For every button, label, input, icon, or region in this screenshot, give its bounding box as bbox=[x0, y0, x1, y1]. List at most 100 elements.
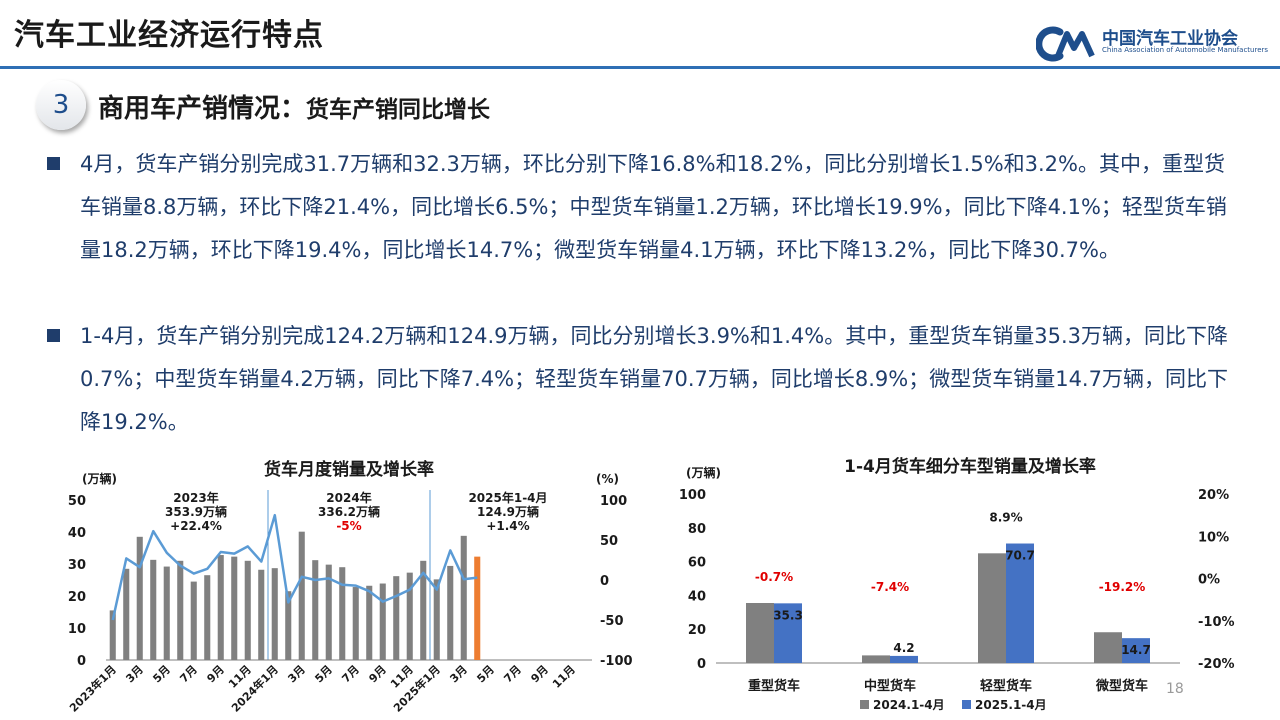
y-tick-label: 20 bbox=[68, 590, 86, 605]
bar-monthly-sales bbox=[285, 591, 292, 660]
bar-monthly-sales bbox=[204, 575, 211, 660]
y-tick-label: 40 bbox=[68, 526, 86, 541]
bar-monthly-sales bbox=[163, 566, 170, 660]
y-tick-label: 10 bbox=[68, 622, 86, 637]
bar-monthly-sales bbox=[109, 610, 116, 660]
bar-monthly-sales bbox=[325, 564, 332, 660]
brand-logo: 中国汽车工业协会 China Association of Automobile… bbox=[1035, 24, 1276, 64]
data-label: 35.3 bbox=[773, 608, 803, 622]
data-label: 70.7 bbox=[1005, 549, 1035, 563]
y2-tick-label: 0 bbox=[600, 574, 609, 589]
bar-monthly-sales bbox=[433, 579, 440, 660]
bar-monthly-sales bbox=[190, 581, 197, 660]
x-tick-label: 中型货车 bbox=[864, 678, 916, 694]
bullet-paragraph: 4月，货车产销分别完成31.7万辆和32.3万辆，环比分别下降16.8%和18.… bbox=[47, 143, 1240, 272]
y-tick-label: 0 bbox=[77, 654, 86, 669]
caam-logo-icon bbox=[1035, 26, 1095, 62]
bar-monthly-sales bbox=[271, 568, 278, 660]
bar-monthly-sales bbox=[217, 555, 224, 660]
bar-monthly-sales bbox=[352, 587, 359, 660]
bar-2024 bbox=[862, 655, 890, 663]
x-tick-label: 重型货车 bbox=[748, 678, 800, 694]
bar-2024 bbox=[1094, 632, 1122, 663]
x-tick-label: 3月 bbox=[285, 663, 307, 685]
x-tick-label: 7月 bbox=[177, 663, 199, 685]
y-axis-label: (万辆) bbox=[686, 465, 721, 480]
bar-2025 bbox=[890, 655, 918, 663]
y2-tick-label: 10% bbox=[1198, 530, 1229, 545]
legend-swatch bbox=[962, 700, 971, 709]
section-title: 商用车产销情况：货车产销同比增长 bbox=[98, 88, 490, 125]
bar-monthly-sales bbox=[447, 565, 454, 660]
x-tick-label: 3月 bbox=[447, 663, 469, 685]
bar-monthly-sales bbox=[123, 568, 130, 660]
x-tick-label: 轻型货车 bbox=[980, 678, 1032, 694]
x-tick-label: 5月 bbox=[312, 663, 334, 685]
y-tick-label: 30 bbox=[68, 558, 86, 573]
bar-2024 bbox=[746, 603, 774, 663]
bar-monthly-sales bbox=[312, 560, 319, 660]
header-divider bbox=[0, 66, 1280, 69]
y-tick-label: 0 bbox=[697, 657, 706, 672]
y2-tick-label: -100 bbox=[600, 654, 633, 669]
y2-tick-label: -50 bbox=[600, 614, 624, 629]
legend-label: 2025.1-4月 bbox=[975, 698, 1047, 712]
growth-rate-line bbox=[111, 513, 478, 621]
header-title: 汽车工业经济运行特点 bbox=[14, 18, 324, 53]
y-tick-label: 20 bbox=[688, 623, 706, 638]
chart-annotation: 2025年1-4月 bbox=[468, 490, 547, 505]
chart-annotation: +22.4% bbox=[170, 519, 222, 533]
bar-monthly-sales bbox=[379, 583, 386, 660]
growth-label: 8.9% bbox=[989, 511, 1022, 525]
y-tick-label: 80 bbox=[688, 522, 706, 537]
x-tick-label: 3月 bbox=[123, 663, 145, 685]
section-number-badge: 3 bbox=[36, 80, 86, 130]
bar-monthly-sales bbox=[366, 585, 373, 660]
x-tick-label: 2023年1月 bbox=[66, 662, 119, 715]
y2-tick-label: 0% bbox=[1198, 573, 1220, 588]
bullet-square-icon bbox=[47, 329, 60, 342]
bar-monthly-sales bbox=[244, 560, 251, 660]
bar-monthly-sales bbox=[177, 560, 184, 660]
y2-tick-label: 20% bbox=[1198, 488, 1229, 503]
data-label: 14.7 bbox=[1121, 643, 1151, 657]
bullet-text: 4月，货车产销分别完成31.7万辆和32.3万辆，环比分别下降16.8%和18.… bbox=[80, 152, 1227, 262]
y2-axis-label: (%) bbox=[596, 472, 619, 486]
x-tick-label: 9月 bbox=[528, 663, 550, 685]
growth-label: -7.4% bbox=[871, 580, 909, 594]
x-tick-label: 微型货车 bbox=[1095, 678, 1148, 694]
bar-monthly-sales bbox=[298, 531, 305, 660]
chart-annotation: 2023年 bbox=[173, 490, 218, 505]
chart-annotation: 124.9万辆 bbox=[477, 504, 539, 519]
chart-annotation: +1.4% bbox=[486, 519, 529, 533]
y-tick-label: 60 bbox=[688, 556, 706, 571]
chart-annotation: 2024年 bbox=[326, 490, 371, 505]
x-tick-label: 9月 bbox=[366, 663, 388, 685]
data-label: 4.2 bbox=[893, 641, 914, 655]
chart-title: 货车月度销量及增长率 bbox=[264, 459, 434, 480]
bar-monthly-sales bbox=[474, 556, 481, 660]
bullet-text: 1-4月，货车产销分别完成124.2万辆和124.9万辆，同比分别增长3.9%和… bbox=[80, 324, 1228, 434]
x-tick-label: 9月 bbox=[204, 663, 226, 685]
chart-annotation: 336.2万辆 bbox=[318, 504, 380, 519]
growth-label: -19.2% bbox=[1099, 580, 1146, 594]
y2-tick-label: -10% bbox=[1198, 615, 1235, 630]
bar-2025 bbox=[1122, 638, 1150, 663]
x-tick-label: 7月 bbox=[339, 663, 361, 685]
x-tick-label: 5月 bbox=[150, 663, 172, 685]
bar-2025 bbox=[1006, 543, 1034, 663]
legend-label: 2024.1-4月 bbox=[873, 698, 945, 712]
logo-name-en: China Association of Automobile Manufact… bbox=[1102, 46, 1269, 54]
y2-tick-label: 50 bbox=[600, 534, 618, 549]
y-tick-label: 100 bbox=[679, 488, 706, 503]
bar-monthly-sales bbox=[136, 536, 143, 660]
bullet-paragraph: 1-4月，货车产销分别完成124.2万辆和124.9万辆，同比分别增长3.9%和… bbox=[47, 315, 1240, 444]
bar-monthly-sales bbox=[150, 559, 157, 660]
page-number: 18 bbox=[1166, 681, 1184, 697]
bullet-square-icon bbox=[47, 157, 60, 170]
chart-annotation: 353.9万辆 bbox=[165, 504, 227, 519]
y-tick-label: 50 bbox=[68, 494, 86, 509]
chart-annotation: -5% bbox=[336, 519, 361, 533]
bar-monthly-sales bbox=[393, 576, 400, 660]
legend-swatch bbox=[860, 700, 869, 709]
